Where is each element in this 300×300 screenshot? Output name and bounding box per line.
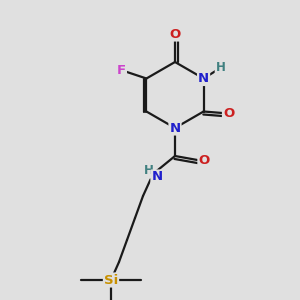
Text: H: H — [144, 164, 154, 178]
Text: H: H — [216, 61, 226, 74]
Text: O: O — [223, 107, 234, 120]
Text: F: F — [117, 64, 126, 77]
Text: O: O — [198, 154, 210, 167]
Text: O: O — [169, 28, 181, 40]
Text: N: N — [169, 122, 181, 134]
Text: N: N — [152, 170, 163, 184]
Text: N: N — [198, 72, 209, 85]
Text: Si: Si — [104, 274, 118, 286]
